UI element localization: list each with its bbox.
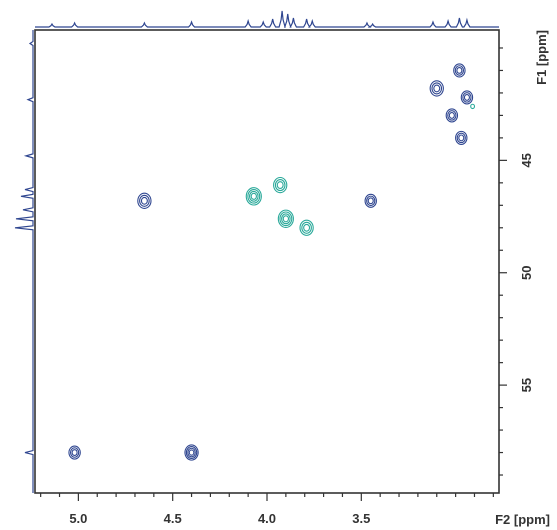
f1-projection-trace bbox=[14, 30, 34, 493]
cross-peak bbox=[277, 209, 294, 229]
contour-level bbox=[470, 103, 476, 110]
cross-peak bbox=[137, 192, 152, 209]
contour-level bbox=[247, 188, 261, 204]
cross-peak bbox=[299, 219, 314, 236]
y-axis: 45 50 55 bbox=[499, 47, 534, 476]
contour-level bbox=[448, 111, 455, 119]
cross-peak bbox=[184, 444, 199, 461]
contour-level bbox=[462, 92, 472, 103]
x-tick-label: 3.5 bbox=[352, 511, 370, 526]
cross-peak bbox=[455, 130, 468, 145]
contour-level bbox=[454, 65, 465, 76]
contour-level bbox=[69, 447, 80, 458]
contour-level bbox=[187, 447, 196, 458]
x-axis: 5.0 4.5 4.0 3.5 bbox=[40, 493, 494, 526]
contour-level bbox=[277, 209, 294, 229]
x-axis-title: F2 [ppm] bbox=[495, 512, 550, 527]
y-tick-label: 50 bbox=[519, 266, 534, 280]
contour-level bbox=[273, 176, 288, 194]
contour-level bbox=[185, 446, 198, 460]
contour-level bbox=[139, 194, 150, 207]
cross-peaks bbox=[68, 63, 476, 461]
cross-peak bbox=[273, 176, 288, 194]
contour-level bbox=[184, 444, 199, 461]
contour-level bbox=[250, 192, 257, 200]
contour-level bbox=[274, 179, 286, 192]
contour-level bbox=[137, 192, 152, 209]
contour-level bbox=[68, 445, 81, 460]
cross-peak bbox=[445, 108, 459, 123]
plot-frame bbox=[34, 29, 500, 494]
contour-level bbox=[299, 219, 314, 236]
contour-level bbox=[279, 211, 293, 227]
contour-level bbox=[303, 223, 311, 232]
f2-projection bbox=[35, 10, 499, 28]
cross-peak bbox=[364, 193, 377, 208]
contour-level bbox=[248, 190, 259, 202]
contour-level bbox=[463, 93, 470, 101]
y-tick-label: 55 bbox=[519, 378, 534, 392]
contour-level bbox=[281, 213, 291, 225]
cross-peak bbox=[245, 187, 262, 206]
cross-peak bbox=[68, 445, 81, 460]
cross-peak bbox=[460, 90, 474, 105]
y-tick-label: 45 bbox=[519, 153, 534, 167]
cross-peak bbox=[429, 80, 444, 97]
x-tick-label: 5.0 bbox=[69, 511, 87, 526]
contour-level bbox=[447, 110, 457, 121]
contour-level bbox=[301, 221, 312, 234]
contour-level bbox=[429, 80, 444, 97]
cross-peak bbox=[470, 103, 476, 110]
contour-level bbox=[433, 84, 441, 93]
contour-level bbox=[460, 90, 474, 105]
contour-level bbox=[431, 82, 443, 95]
y-axis-title: F1 [ppm] bbox=[534, 30, 549, 85]
contour-level bbox=[455, 130, 468, 145]
contour-level bbox=[188, 449, 195, 456]
contour-level bbox=[245, 187, 262, 206]
contour-level bbox=[71, 449, 78, 456]
contour-level bbox=[366, 195, 376, 207]
x-tick-label: 4.5 bbox=[164, 511, 182, 526]
contour-level bbox=[456, 67, 463, 74]
contour-level bbox=[276, 181, 284, 190]
cross-peak bbox=[453, 63, 466, 78]
contour-level bbox=[445, 108, 459, 123]
contour-level bbox=[458, 134, 465, 142]
contour-level bbox=[282, 215, 290, 223]
contour-level bbox=[364, 193, 377, 208]
contour-level bbox=[453, 63, 466, 78]
contour-level bbox=[367, 197, 374, 205]
f1-projection bbox=[14, 30, 34, 493]
x-tick-label: 4.0 bbox=[258, 511, 276, 526]
contour-level bbox=[456, 132, 466, 144]
contour-level bbox=[140, 196, 148, 205]
f2-projection-trace bbox=[35, 10, 499, 28]
